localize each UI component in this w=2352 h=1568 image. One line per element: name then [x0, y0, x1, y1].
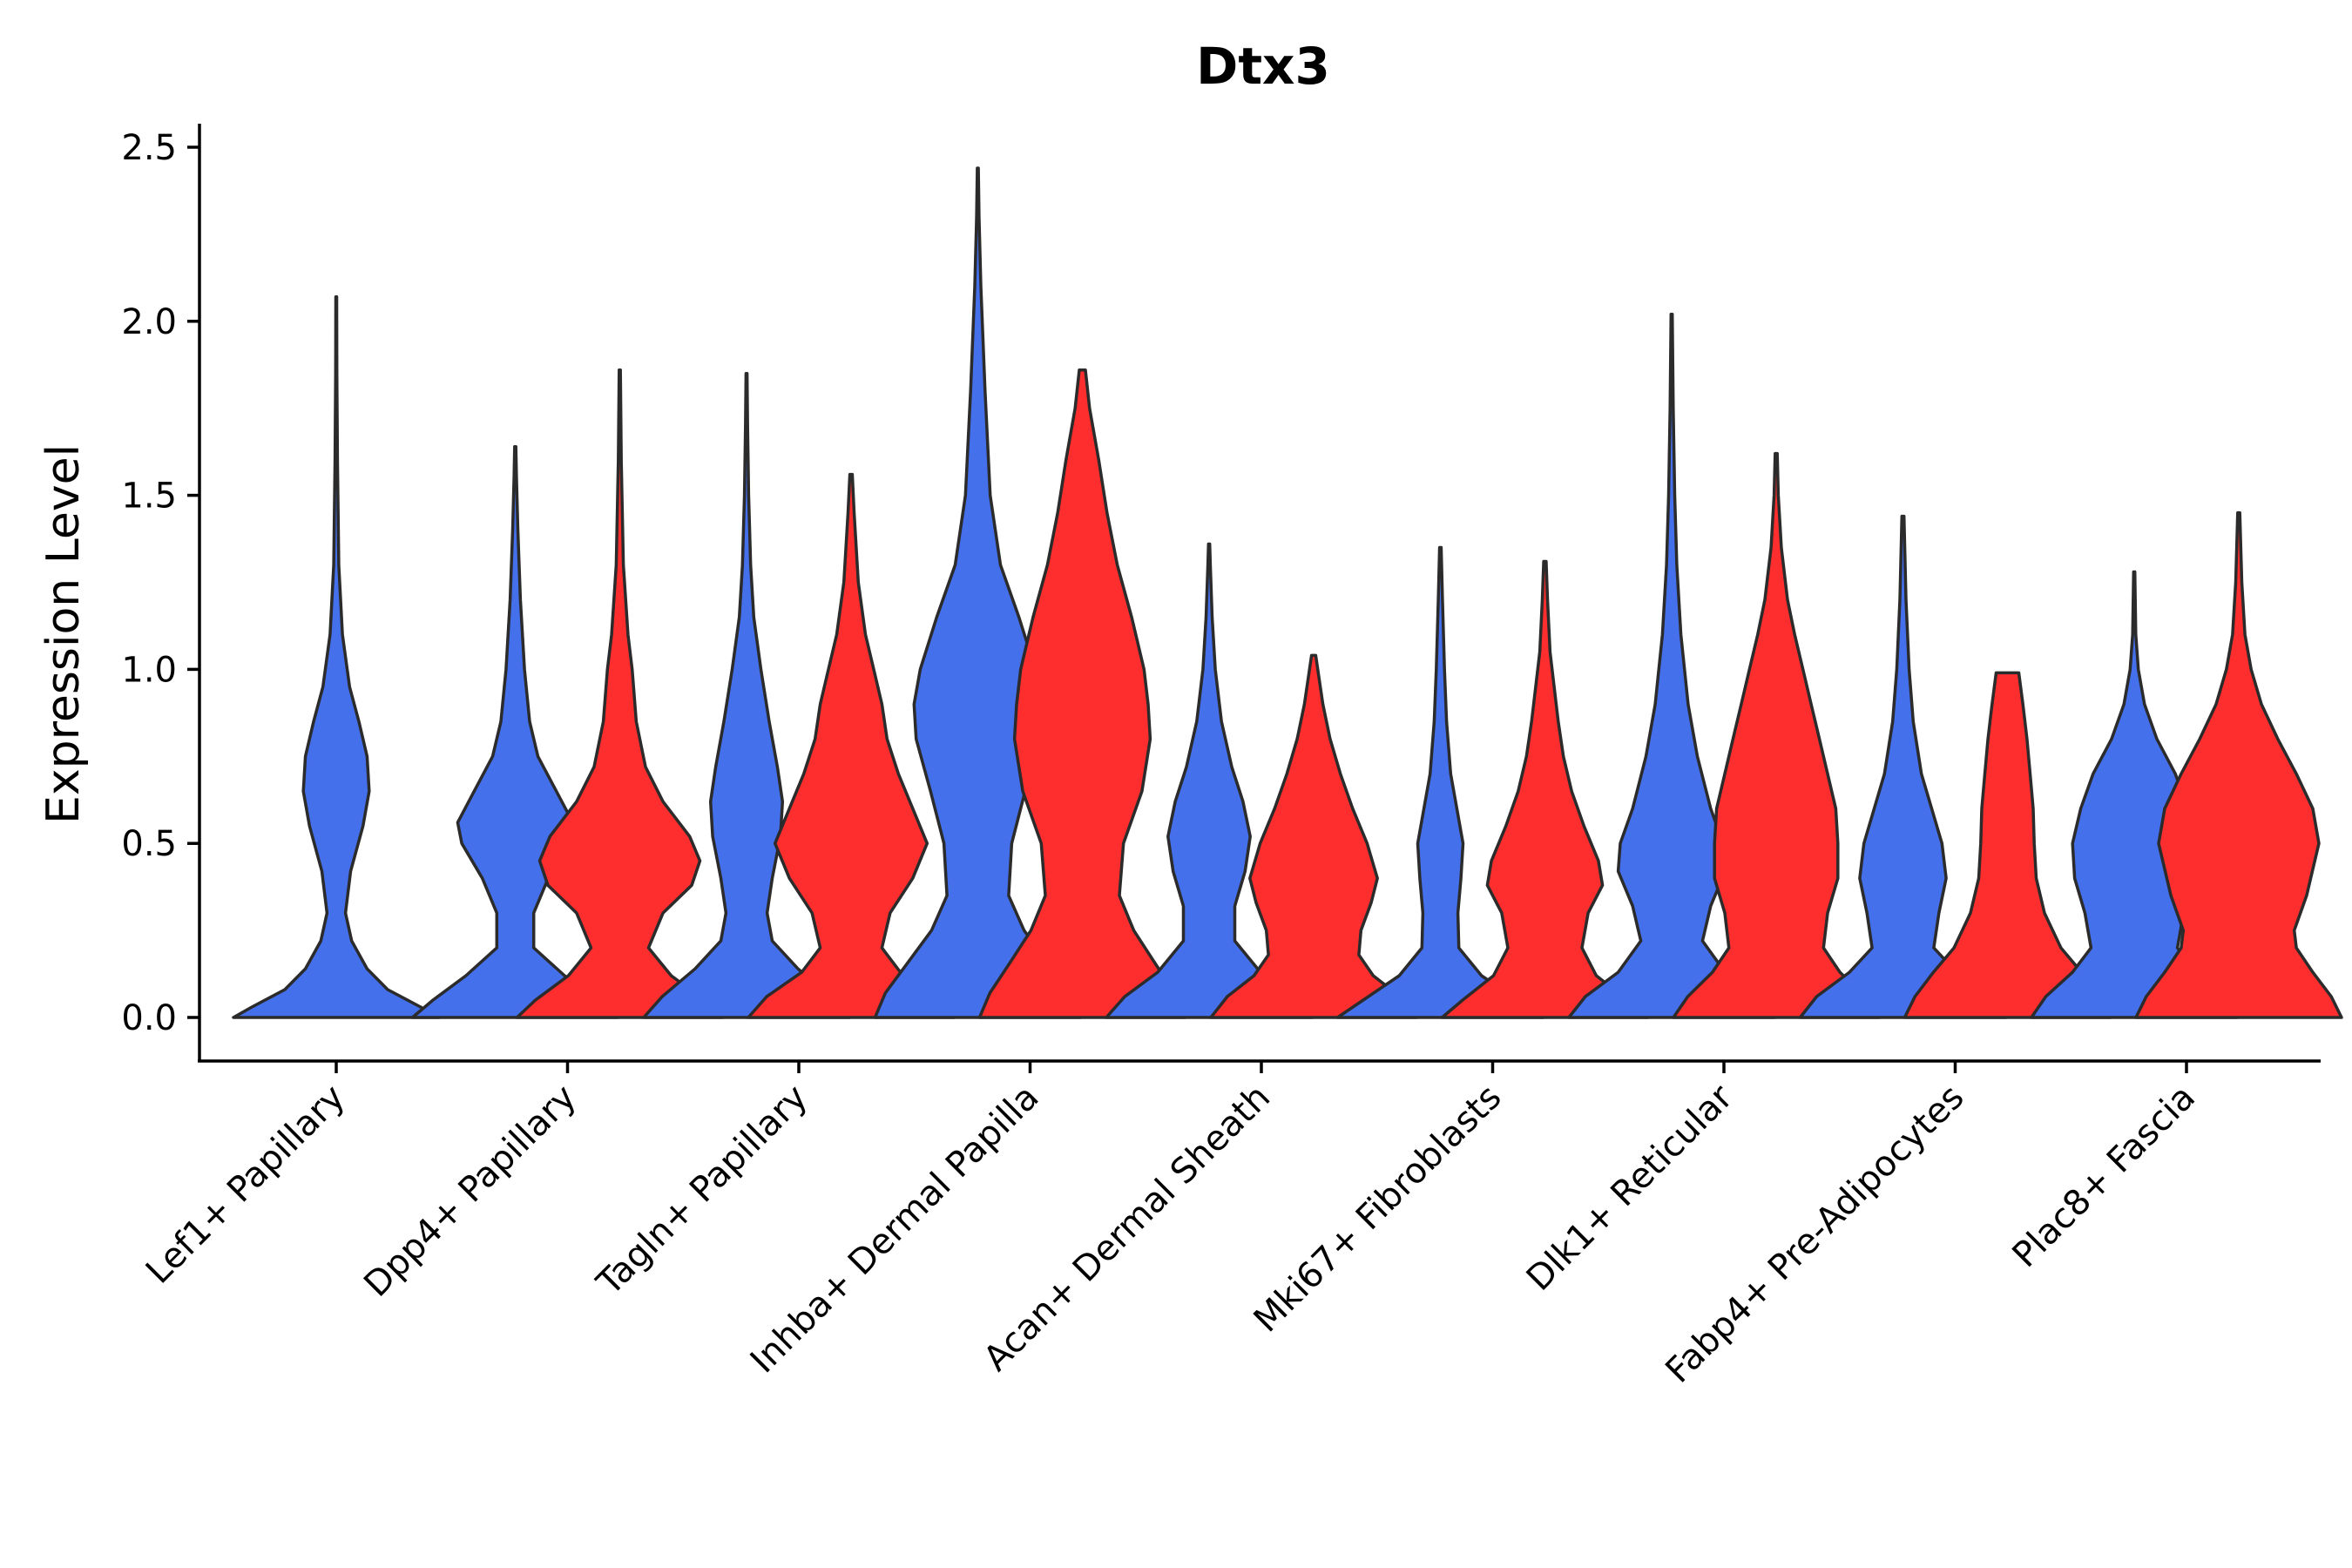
- x-ticks: Lef1+ Papillary Dpp4+ Papillary Tagln+ Pap…: [139, 1061, 2203, 1391]
- violin-8-group-1: [1798, 514, 2008, 1019]
- y-tick-label: 1.5: [121, 476, 177, 517]
- x-tick-label: Tagln+ Papillary: [589, 1078, 815, 1304]
- violin-8-group-2: [1903, 671, 2112, 1019]
- x-tick-label: Plac8+ Fascia: [2005, 1078, 2204, 1276]
- violin-2-group-2: [515, 368, 725, 1019]
- y-axis-label: Expression Level: [37, 444, 90, 824]
- y-tick-label: 2.0: [121, 302, 177, 342]
- x-tick-label: Mki67+ Fibroblasts: [1247, 1078, 1510, 1341]
- y-ticks: 0.0 0.5 1.0 1.5 2.0 2.5: [121, 128, 199, 1038]
- x-tick-label: Lef1+ Papillary: [139, 1078, 353, 1292]
- y-tick-label: 1.0: [121, 650, 177, 690]
- violin-7-group-2: [1672, 451, 1881, 1019]
- violin-9-group-2: [2134, 510, 2343, 1019]
- y-tick-label: 2.5: [121, 128, 177, 168]
- violin-5-group-1: [1105, 542, 1314, 1019]
- violin-3-group-1: [642, 371, 851, 1019]
- violin-5-group-2: [1209, 653, 1418, 1019]
- y-tick-label: 0.0: [121, 998, 177, 1038]
- violin-1-group-1: [232, 295, 441, 1019]
- violin-4-group-1: [873, 166, 1083, 1019]
- violin-6-group-2: [1440, 559, 1650, 1019]
- x-tick-label: Dpp4+ Papillary: [356, 1078, 584, 1305]
- violin-4-group-2: [977, 368, 1187, 1019]
- violin-3-group-2: [747, 472, 956, 1019]
- chart-title: Dtx3: [1196, 37, 1330, 96]
- violin-6-group-1: [1335, 545, 1545, 1019]
- axes: [198, 124, 2321, 1063]
- x-tick-label: Dlk1+ Reticular: [1519, 1077, 1741, 1299]
- violin-layer: [232, 166, 2343, 1019]
- y-tick-label: 0.5: [121, 824, 177, 864]
